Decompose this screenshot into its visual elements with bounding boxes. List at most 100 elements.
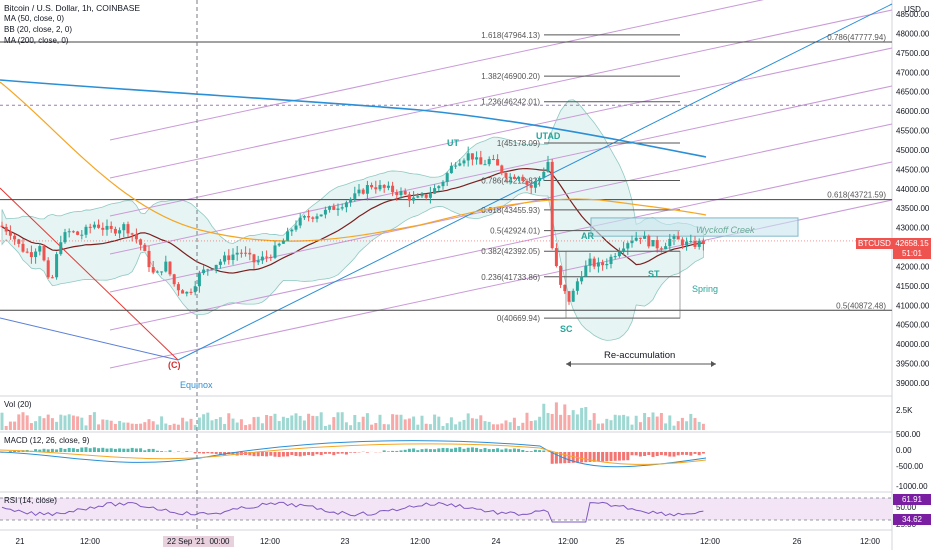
- fib-retracement: 1.618(47964.13) 1.382(46900.20) 1.236(4624…: [0, 31, 892, 323]
- volume-bar: [134, 423, 138, 430]
- candle-body: [21, 243, 25, 252]
- volume-bar: [294, 413, 298, 430]
- volume-bar: [622, 414, 626, 430]
- volume-bar: [500, 423, 504, 430]
- candle-body: [252, 254, 256, 263]
- candle-body: [88, 226, 92, 228]
- volume-bar: [378, 414, 382, 430]
- candle-body: [286, 231, 290, 241]
- candle-body: [382, 185, 386, 188]
- volume-bar: [193, 424, 197, 430]
- candle-body: [344, 202, 348, 208]
- volume-title[interactable]: Vol (20): [4, 400, 32, 409]
- volume-bar: [332, 417, 336, 430]
- volume-bar: [441, 425, 445, 430]
- macd-histogram-bar: [386, 451, 390, 452]
- bollinger-band: [1, 99, 704, 341]
- indicator-ma200[interactable]: MA (200, close, 0): [4, 36, 69, 45]
- macd-histogram-bar: [407, 448, 411, 452]
- volume-bar: [487, 421, 491, 430]
- candle-body: [185, 291, 189, 294]
- candle-body: [130, 233, 134, 235]
- macd-line: [0, 440, 707, 468]
- candlesticks: [0, 146, 705, 305]
- volume-bar: [311, 415, 315, 430]
- macd-title[interactable]: MACD (12, 26, close, 9): [4, 436, 90, 445]
- volume-bar: [80, 417, 84, 430]
- macd-histogram-bar: [559, 452, 563, 464]
- candle-body: [281, 240, 285, 244]
- macd-histogram-bar: [101, 447, 105, 452]
- candle-body: [554, 248, 558, 267]
- macd-histogram-bar: [685, 452, 689, 455]
- candle-body: [349, 198, 353, 203]
- candle-body: [634, 237, 638, 241]
- macd-histogram-bar: [428, 449, 432, 452]
- macd-histogram-bar: [533, 449, 537, 452]
- volume-bar: [298, 415, 302, 430]
- macd-histogram-bar: [449, 448, 453, 452]
- candle-body: [437, 186, 441, 189]
- macd-histogram-bar: [63, 448, 67, 452]
- chart-title: Bitcoin / U.S. Dollar, 1h, COINBASE: [4, 3, 141, 13]
- rsi-title[interactable]: RSI (14, close): [4, 496, 57, 505]
- volume-bar: [596, 423, 600, 430]
- macd-histogram-bar: [71, 448, 75, 452]
- label-sc: SC: [560, 324, 573, 334]
- macd-histogram-bar: [176, 451, 180, 452]
- price-tick: 39000.00: [896, 379, 930, 388]
- volume-bar: [160, 416, 164, 430]
- volume-bar: [693, 418, 697, 430]
- ma50-line: [0, 81, 707, 242]
- candle-body: [172, 274, 176, 285]
- candle-body: [563, 284, 567, 292]
- indicator-bb[interactable]: BB (20, close, 2, 0): [4, 25, 73, 34]
- indicator-ma50[interactable]: MA (50, close, 0): [4, 14, 65, 23]
- volume-bar: [512, 417, 516, 430]
- candle-body: [134, 234, 138, 240]
- macd-histogram-bar: [634, 452, 638, 456]
- candle-body: [290, 229, 294, 232]
- candle-body: [428, 193, 432, 198]
- candle-body: [693, 240, 697, 247]
- candle-body: [689, 240, 693, 242]
- candle-body: [265, 256, 269, 258]
- macd-histogram-bar: [622, 452, 626, 461]
- cursor-time-label: 22 Sep '21 00:00: [163, 536, 234, 547]
- macd-histogram-bar: [567, 452, 571, 463]
- macd-histogram-bar: [630, 452, 634, 456]
- candle-body: [470, 153, 474, 160]
- volume-bar: [449, 417, 453, 430]
- volume-bar: [227, 413, 231, 430]
- candle-body: [80, 234, 84, 236]
- volume-bar: [395, 414, 399, 430]
- volume-bar: [319, 412, 323, 430]
- volume-bar: [370, 424, 374, 430]
- macd-tick: 0.00: [896, 446, 912, 455]
- macd-histogram-bar: [550, 452, 554, 464]
- volume-bar: [25, 415, 29, 430]
- volume-bar: [701, 423, 705, 430]
- volume-bar: [302, 420, 306, 430]
- candle-body: [365, 185, 369, 194]
- candle-body: [63, 232, 67, 243]
- macd-histogram-bar: [613, 452, 617, 461]
- candle-body: [315, 216, 319, 219]
- volume-bar: [374, 423, 378, 430]
- macd-histogram-bar: [445, 448, 449, 452]
- macd-histogram-bar: [88, 448, 92, 452]
- volume-bar: [197, 417, 201, 430]
- candle-body: [575, 281, 579, 291]
- volume-bar: [613, 414, 617, 430]
- candle-body: [601, 262, 605, 266]
- volume-bar: [88, 414, 92, 430]
- volume-bar: [647, 417, 651, 430]
- volume-bar: [139, 423, 143, 430]
- candle-body: [668, 238, 672, 247]
- volume-bar: [113, 423, 117, 430]
- candle-body: [340, 207, 344, 209]
- volume-bar: [428, 424, 432, 430]
- volume-bar: [416, 424, 420, 430]
- macd-histogram-bar: [210, 452, 214, 454]
